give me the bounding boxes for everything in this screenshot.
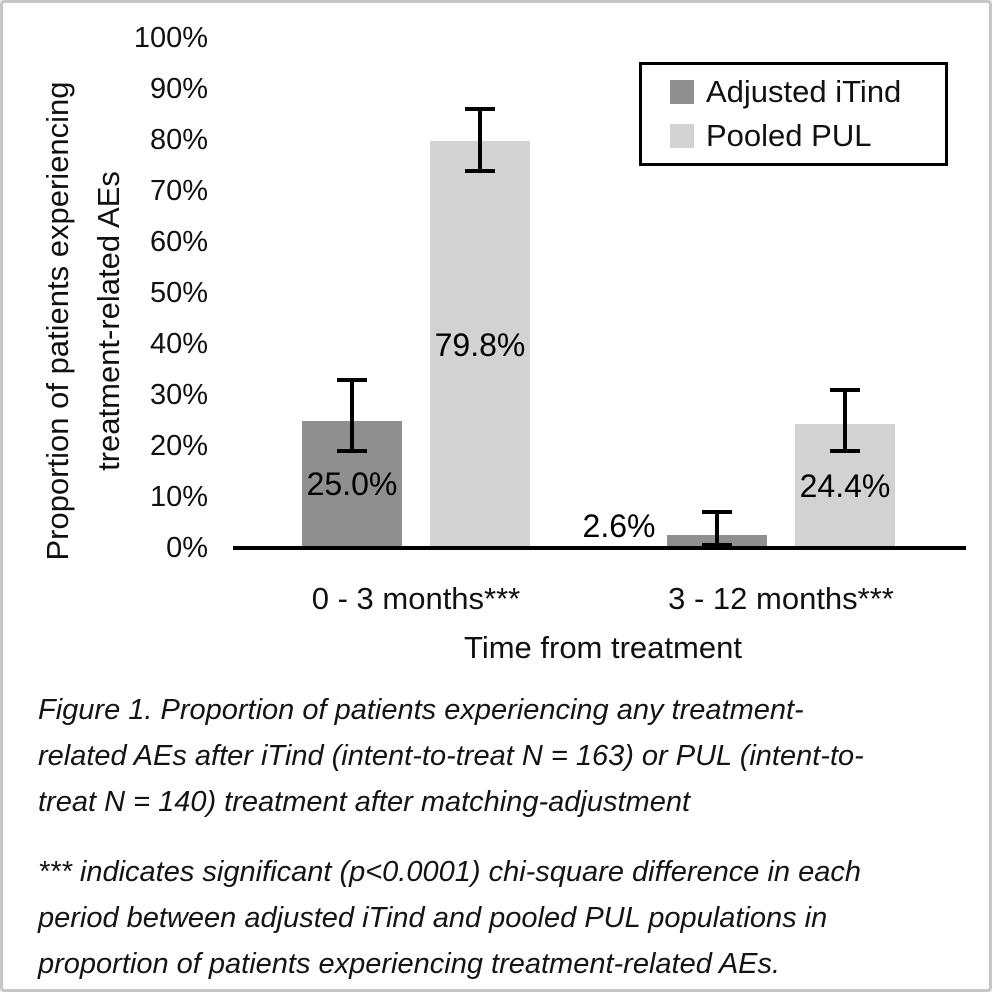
error-bar-cap-bottom (830, 449, 860, 454)
footnote-line: proportion of patients experiencing trea… (38, 948, 781, 980)
caption-line: related AEs after iTind (intent-to-treat… (38, 740, 864, 772)
legend-swatch-light-icon (670, 124, 694, 148)
error-bar-cap-top (702, 510, 732, 515)
x-axis-line (233, 546, 966, 550)
y-tick-label: 0% (166, 532, 208, 564)
error-bar-cap-top (830, 387, 860, 392)
chart-area: Proportion of patients experiencing trea… (3, 3, 989, 668)
error-bar-cap-bottom (465, 168, 495, 173)
error-bar-cap-top (337, 377, 367, 382)
caption-line: Figure 1. Proportion of patients experie… (38, 694, 804, 726)
legend-item-pooled-pul: Pooled PUL (670, 119, 945, 153)
y-tick-label: 60% (149, 226, 208, 258)
y-tick-label: 90% (149, 73, 208, 105)
error-bar-line (843, 389, 847, 452)
y-tick-label: 30% (149, 379, 208, 411)
y-tick-label: 80% (149, 124, 208, 156)
footnote-line: period between adjusted iTind and pooled… (38, 902, 828, 934)
legend-box: Adjusted iTind Pooled PUL (639, 62, 948, 166)
footnote-line: *** indicates significant (p<0.0001) chi… (38, 856, 861, 888)
legend-label: Pooled PUL (706, 118, 872, 153)
caption-line: treat N = 140) treatment after matching-… (38, 786, 691, 818)
x-axis-title: Time from treatment (464, 630, 742, 665)
y-tick-label: 50% (149, 277, 208, 309)
y-tick-label: 100% (133, 22, 208, 54)
data-label: 25.0% (306, 466, 398, 503)
data-label: 79.8% (434, 326, 526, 363)
y-tick-label: 20% (149, 430, 208, 462)
category-label: 3 - 12 months*** (668, 581, 894, 616)
error-bar-cap-bottom (337, 449, 367, 454)
legend-item-adjusted-itind: Adjusted iTind (670, 75, 945, 109)
y-tick-label: 70% (149, 175, 208, 207)
error-bar-cap-top (465, 107, 495, 112)
bar-pooled-pul (430, 141, 530, 548)
category-label: 0 - 3 months*** (311, 581, 521, 616)
y-tick-label: 10% (149, 481, 208, 513)
y-axis-title-line1: Proportion of patients experiencing (40, 81, 75, 561)
legend-label: Adjusted iTind (706, 74, 902, 109)
data-label: 2.6% (582, 507, 656, 544)
significance-footnote: *** indicates significant (p<0.0001) chi… (38, 849, 968, 987)
error-bar-cap-bottom (702, 543, 732, 548)
legend-swatch-dark-icon (670, 80, 694, 104)
error-bar-line (478, 109, 482, 171)
y-tick-label: 40% (149, 328, 208, 360)
figure-caption: Figure 1. Proportion of patients experie… (38, 687, 968, 825)
error-bar-line (350, 379, 354, 452)
error-bar-line (715, 512, 719, 546)
data-label: 24.4% (799, 467, 891, 504)
